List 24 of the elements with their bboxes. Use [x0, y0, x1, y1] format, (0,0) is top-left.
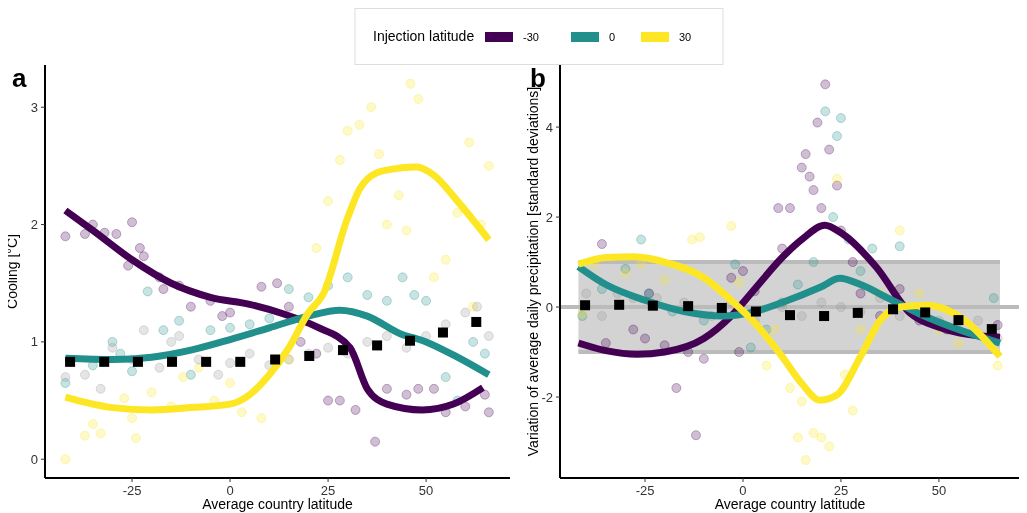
- y-tick-label: 0: [545, 299, 553, 315]
- legend-title: Injection latitude: [373, 28, 475, 44]
- x-tick-label: 25: [320, 483, 336, 498]
- x-axis-title: Average country latitude: [714, 496, 866, 512]
- legend-label: 30: [679, 31, 692, 43]
- y-tick-label: 0: [30, 451, 38, 467]
- x-tick-label: -25: [122, 483, 142, 498]
- y-tick-label: 4: [545, 119, 553, 135]
- x-tick-label: 50: [931, 483, 947, 498]
- x-tick-label: 0: [226, 483, 234, 498]
- y-axis-title: Variation of average daily precipitation [standard deviations]: [525, 86, 541, 457]
- y-tick-label: 2: [30, 217, 38, 233]
- x-tick-label: 25: [833, 483, 849, 498]
- chart-title: a: [12, 63, 27, 93]
- y-tick-label: 3: [30, 99, 38, 115]
- x-tick-label: 0: [739, 483, 747, 498]
- x-tick-label: -25: [635, 483, 655, 498]
- legend-label: 0: [609, 31, 616, 43]
- x-tick-label: 50: [418, 483, 434, 498]
- y-tick-label: 2: [545, 209, 553, 225]
- legend-label: -30: [523, 31, 539, 43]
- y-tick-label: -2: [541, 389, 553, 405]
- y-tick-label: 1: [30, 334, 38, 350]
- x-axis-title: Average country latitude: [202, 496, 354, 512]
